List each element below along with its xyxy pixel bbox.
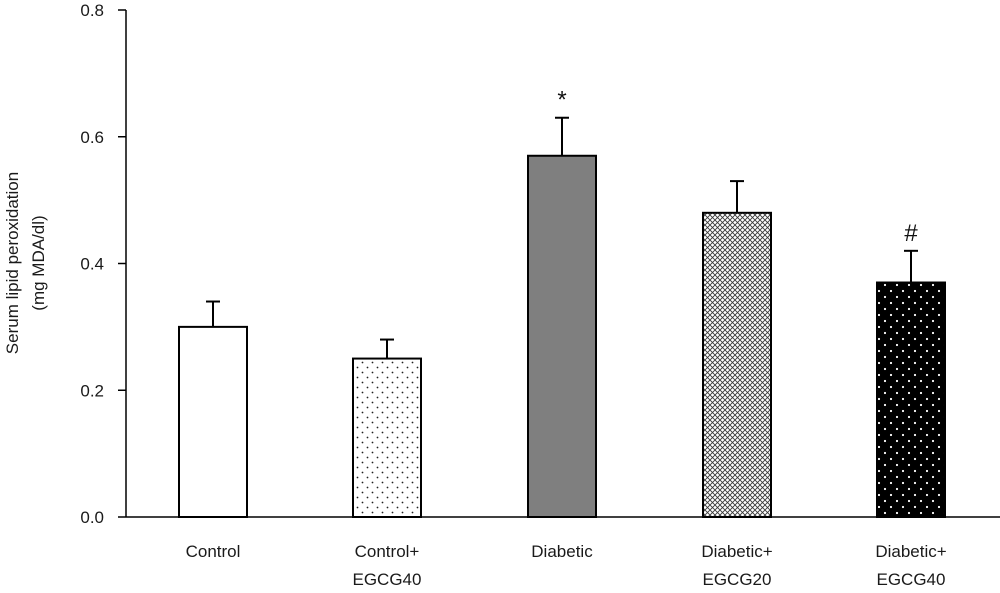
x-tick-label: Control+ EGCG40: [353, 542, 422, 589]
y-tick-label: 0.8: [80, 1, 104, 20]
y-axis-title: Serum lipid peroxidation (mg MDA/dl): [3, 172, 48, 354]
bar: [702, 211, 772, 519]
y-axis-title-line2: (mg MDA/dl): [29, 215, 48, 310]
y-tick-label: 0.2: [80, 381, 104, 400]
significance-marker: *: [557, 87, 566, 114]
bar: [352, 357, 422, 518]
category-labels: Control Control+ EGCG40 Diabetic Diabetic+ EG…: [186, 542, 947, 589]
x-tick-label: Diabetic: [531, 542, 593, 561]
y-tick-label: 0.0: [80, 508, 104, 527]
bar-group: *: [527, 87, 597, 518]
y-tick-label: 0.6: [80, 128, 104, 147]
x-tick-label: Diabetic+ EGCG20: [701, 542, 772, 589]
significance-marker: #: [904, 220, 918, 247]
bar: [527, 154, 597, 518]
x-tick-label: Diabetic+ EGCG40: [875, 542, 946, 589]
bar: [876, 281, 946, 519]
bar-group: [352, 338, 422, 518]
y-tick-label: 0.4: [80, 255, 104, 274]
bar-group: #: [876, 220, 946, 519]
y-axis: 0.0 0.2 0.4 0.6 0.8: [80, 1, 127, 527]
x-tick-label: Control: [186, 542, 241, 561]
bar-group: [702, 180, 772, 519]
bar: [178, 325, 248, 518]
y-axis-title-line1: Serum lipid peroxidation: [3, 172, 22, 354]
bar-group: [178, 300, 248, 518]
bars: *#: [178, 87, 946, 519]
